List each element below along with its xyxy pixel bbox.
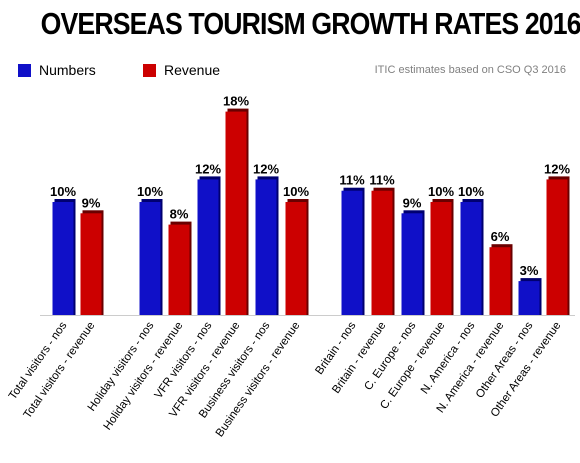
value-label-business-visitors-nos: 12% — [253, 161, 279, 176]
bar-other-areas-nos — [518, 281, 540, 315]
bar-britain-revenue — [371, 190, 393, 315]
bar-business-visitors-revenue — [285, 202, 307, 315]
source-note: ITIC estimates based on CSO Q3 2016 — [374, 64, 566, 76]
bar-n-america-nos — [460, 202, 482, 315]
bar-holiday-visitors-nos — [139, 202, 161, 315]
value-label-holiday-visitors-revenue: 8% — [170, 207, 189, 222]
bar-vfr-visitors-revenue — [225, 111, 247, 315]
category-label-britain-revenue: Britain - revenue — [330, 320, 388, 396]
bar-other-areas-revenue — [546, 179, 568, 315]
value-label-britain-revenue: 11% — [369, 173, 395, 188]
bar-c-europe-revenue — [430, 202, 452, 315]
legend-item-numbers: Numbers — [18, 62, 96, 78]
value-label-other-areas-revenue: 12% — [544, 161, 570, 176]
chart-title: OVERSEAS TOURISM GROWTH RATES 2016 — [40, 6, 580, 41]
value-label-total-visitors-nos: 10% — [50, 184, 76, 199]
value-label-vfr-visitors-nos: 12% — [195, 161, 221, 176]
bar-holiday-visitors-revenue — [168, 224, 190, 315]
value-label-vfr-visitors-revenue: 18% — [223, 94, 249, 109]
value-label-britain-nos: 11% — [339, 173, 365, 188]
value-label-business-visitors-revenue: 10% — [283, 184, 309, 199]
bar-total-visitors-nos — [52, 202, 74, 315]
legend-label-revenue: Revenue — [164, 62, 221, 78]
bar-c-europe-nos — [401, 213, 423, 315]
legend-swatch-revenue — [143, 64, 156, 77]
value-label-other-areas-nos: 3% — [520, 263, 539, 278]
bar-vfr-visitors-nos — [197, 179, 219, 315]
bar-n-america-revenue — [489, 247, 511, 315]
legend-swatch-numbers — [18, 64, 31, 77]
value-label-holiday-visitors-nos: 10% — [137, 184, 163, 199]
value-label-c-europe-revenue: 10% — [428, 184, 454, 199]
bar-total-visitors-revenue — [80, 213, 102, 315]
value-label-n-america-revenue: 6% — [491, 229, 510, 244]
value-label-total-visitors-revenue: 9% — [82, 195, 101, 210]
bar-britain-nos — [341, 190, 363, 315]
value-label-n-america-nos: 10% — [458, 184, 484, 199]
bar-business-visitors-nos — [255, 179, 277, 315]
value-label-c-europe-nos: 9% — [403, 195, 422, 210]
legend-label-numbers: Numbers — [39, 62, 96, 78]
legend-item-revenue: Revenue — [143, 62, 220, 78]
